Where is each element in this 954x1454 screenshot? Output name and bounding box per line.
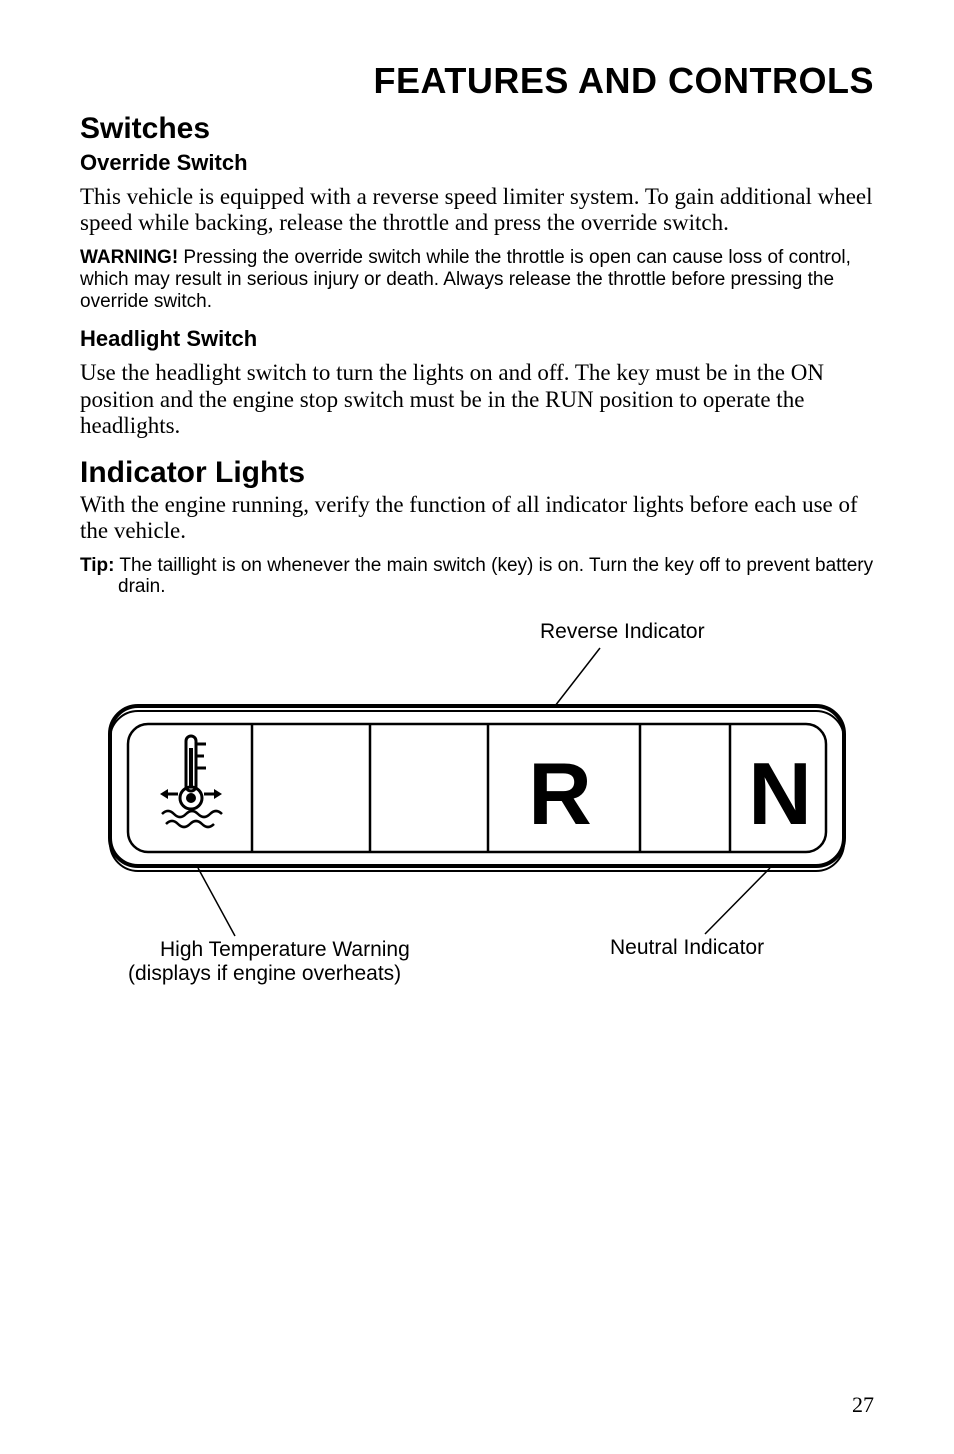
high-temp-label-1: High Temperature Warning [160,938,410,961]
reverse-indicator-label: Reverse Indicator [540,620,705,643]
indicator-panel: R N [110,706,844,871]
headlight-heading: Headlight Switch [80,326,874,352]
indicator-diagram: Reverse Indicator [80,616,874,1001]
switches-heading: Switches [80,112,874,146]
page-number: 27 [852,1392,874,1418]
neutral-indicator-label: Neutral Indicator [610,936,764,959]
neutral-line [705,868,770,934]
override-body: This vehicle is equipped with a reverse … [80,184,874,237]
override-heading: Override Switch [80,150,874,176]
neutral-glyph: N [748,744,812,843]
indicator-lights-body: With the engine running, verify the func… [80,492,874,545]
indicator-lights-tip: Tip: The taillight is on whenever the ma… [80,555,874,599]
high-temp-label-2: (displays if engine overheats) [128,962,401,985]
reverse-glyph: R [528,744,592,843]
high-temperature-icon [160,736,222,827]
override-warning: WARNING! Pressing the override switch wh… [80,247,874,313]
indicator-lights-heading: Indicator Lights [80,456,874,490]
reverse-indicator-line [555,648,600,706]
tip-label: Tip: [80,555,114,576]
tip-text: The taillight is on whenever the main sw… [114,555,873,598]
headlight-body: Use the headlight switch to turn the lig… [80,360,874,439]
high-temp-line [198,868,235,936]
warning-text: Pressing the override switch while the t… [80,247,851,312]
warning-label: WARNING! [80,247,178,268]
page-title: FEATURES AND CONTROLS [80,60,874,102]
